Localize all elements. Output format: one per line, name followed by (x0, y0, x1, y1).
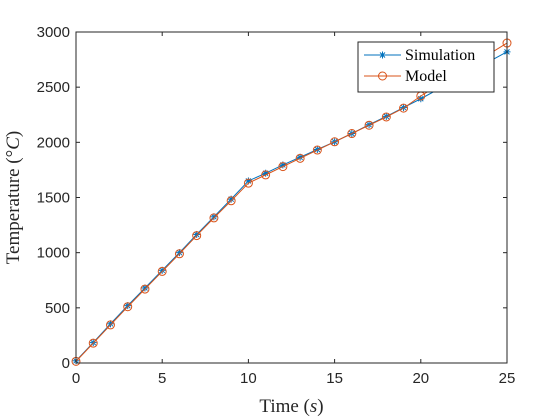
x-tick-label: 25 (499, 370, 516, 387)
data-point-model-3 (123, 302, 133, 312)
data-point-model-11 (261, 170, 271, 180)
legend-box (357, 41, 495, 93)
y-tick-label: 1000 (37, 245, 70, 262)
x-axis-title-var: s (310, 396, 317, 417)
data-point-model-15 (330, 137, 340, 147)
data-point-model-8 (209, 213, 219, 223)
x-tick-label: 10 (240, 370, 257, 387)
data-point-simulation-3 (124, 302, 132, 310)
y-tick-label: 3000 (37, 24, 70, 41)
legend-marker-simulation (379, 51, 386, 59)
y-axis-title-post: ) (3, 131, 24, 137)
data-point-model-1 (88, 338, 98, 348)
data-point-model-2 (105, 320, 115, 330)
data-point-model-19 (399, 103, 409, 113)
y-axis-title: Temperature (°C) (3, 131, 24, 264)
y-tick-label: 1500 (37, 190, 70, 207)
series-layer (71, 38, 512, 366)
data-point-simulation-5 (158, 266, 166, 274)
data-point-model-12 (278, 162, 288, 172)
x-tick-label: 5 (158, 370, 166, 387)
data-point-simulation-8 (210, 213, 218, 221)
legend: Simulation Model (357, 41, 495, 93)
x-tick-label: 20 (412, 370, 429, 387)
legend-label-model: Model (405, 68, 447, 85)
data-point-model-6 (174, 249, 184, 259)
data-point-simulation-4 (141, 284, 149, 292)
data-point-model-17 (364, 120, 374, 130)
data-point-model-18 (381, 112, 391, 122)
x-axis-title-post: ) (317, 396, 323, 417)
data-point-model-10 (243, 178, 253, 188)
data-point-model-9 (226, 196, 236, 206)
y-tick-label: 500 (45, 300, 70, 317)
y-axis-title-pre: Temperature ( (3, 157, 24, 264)
axes-layer: 0 5 10 15 20 25 0 500 1000 1500 2000 2500 3000 (37, 24, 516, 387)
data-point-model-5 (157, 266, 167, 276)
x-tick-label: 15 (326, 370, 343, 387)
x-axis-title-pre: Time ( (259, 396, 310, 417)
data-point-model-16 (347, 129, 357, 139)
series-line-model (75, 42, 508, 362)
y-tick-label: 2500 (37, 79, 70, 96)
data-point-simulation-2 (106, 320, 114, 328)
data-point-model-4 (140, 284, 150, 294)
data-point-model-14 (312, 145, 322, 155)
x-axis-title: Time (s) (259, 396, 323, 417)
data-point-simulation-6 (175, 249, 183, 257)
x-tick-label: 0 (72, 370, 80, 387)
y-tick-label: 2000 (37, 134, 70, 151)
y-axis-title-var: C (3, 137, 24, 150)
legend-marker-shape (379, 51, 386, 59)
legend-marker-model (378, 71, 387, 81)
y-tick-label: 0 (62, 355, 70, 372)
legend-label-simulation: Simulation (405, 47, 475, 64)
data-point-model-13 (295, 153, 305, 163)
legend-marker-shape (378, 71, 387, 81)
data-point-simulation-7 (193, 230, 201, 238)
data-point-model-7 (192, 231, 202, 241)
y-axis-title-degree: ° (3, 150, 24, 158)
